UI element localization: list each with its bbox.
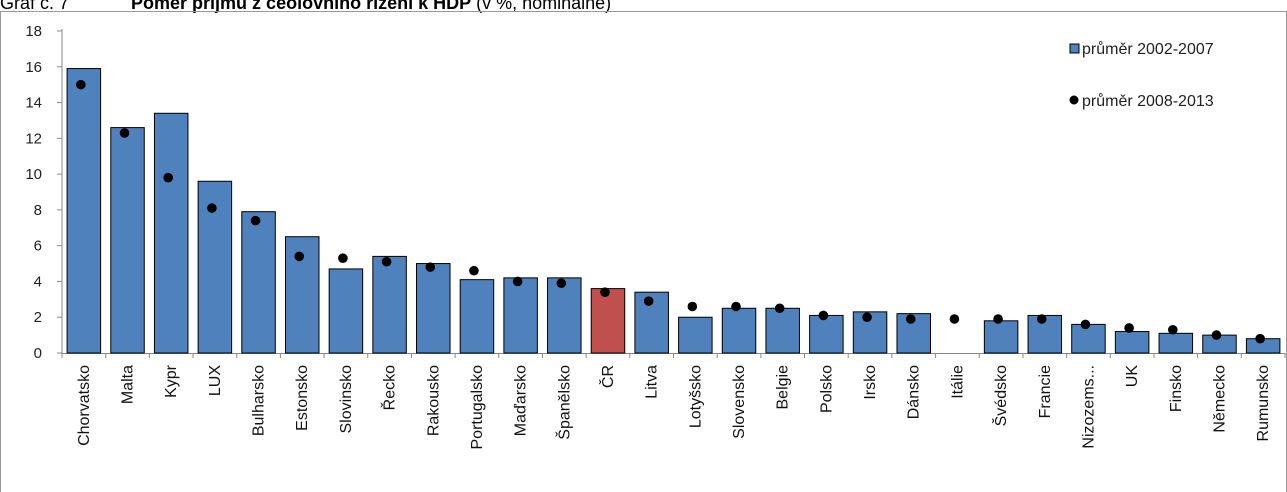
category-label-2: Kypr bbox=[163, 364, 180, 398]
marker-12 bbox=[600, 287, 610, 297]
category-label-9: Portugalsko bbox=[469, 365, 486, 450]
marker-7 bbox=[381, 256, 392, 267]
marker-14 bbox=[687, 301, 698, 312]
category-label-19: Dánsko bbox=[906, 365, 923, 419]
marker-27 bbox=[1255, 333, 1265, 344]
y-tick-label: 2 bbox=[34, 309, 42, 326]
y-tick-label: 8 bbox=[34, 202, 42, 219]
chart-number: Graf č. 7 bbox=[0, 0, 70, 13]
bar-9 bbox=[459, 279, 495, 354]
bar-21 bbox=[983, 320, 1019, 354]
category-label-0: Chorvatsko bbox=[76, 365, 93, 446]
bar-0 bbox=[66, 68, 102, 354]
category-label-15: Slovensko bbox=[731, 365, 748, 439]
category-label-11: Španělsko bbox=[554, 365, 573, 440]
chart-caption: Graf č. 7 Poměr příjmů z ceolovního řízen… bbox=[0, 0, 612, 13]
category-label-4: Bulharsko bbox=[251, 365, 268, 436]
category-label-27: Rumunsko bbox=[1255, 365, 1272, 442]
bar-11 bbox=[547, 277, 582, 354]
marker-20 bbox=[949, 314, 960, 324]
marker-24 bbox=[1124, 323, 1134, 333]
bar-16 bbox=[765, 307, 800, 354]
category-label-17: Polsko bbox=[818, 365, 835, 413]
marker-8 bbox=[425, 262, 436, 272]
bar-7 bbox=[372, 255, 407, 354]
bar-6 bbox=[328, 268, 364, 354]
marker-16 bbox=[774, 303, 785, 314]
legend-label-marker: průměr 2008-2013 bbox=[1082, 92, 1214, 110]
marker-5 bbox=[294, 251, 305, 262]
marker-19 bbox=[905, 314, 916, 324]
bar-12 bbox=[590, 288, 626, 354]
marker-17 bbox=[818, 310, 829, 321]
chart-unit: (v %, nominálně) bbox=[476, 0, 612, 13]
category-label-6: Slovinsko bbox=[338, 365, 355, 434]
marker-18 bbox=[862, 312, 872, 323]
marker-26 bbox=[1211, 330, 1222, 340]
category-label-21: Švédsko bbox=[991, 365, 1010, 426]
marker-1 bbox=[119, 128, 130, 138]
bar-1 bbox=[110, 127, 145, 354]
marker-25 bbox=[1168, 324, 1178, 335]
category-label-25: Finsko bbox=[1168, 365, 1185, 412]
bars bbox=[66, 68, 1281, 354]
legend-swatch-marker bbox=[1069, 95, 1079, 105]
category-label-1: Malta bbox=[120, 365, 137, 404]
bar-23 bbox=[1071, 323, 1106, 354]
marker-2 bbox=[163, 172, 173, 183]
y-tick-label: 0 bbox=[34, 345, 42, 362]
marker-22 bbox=[1036, 314, 1047, 324]
marker-15 bbox=[731, 301, 741, 312]
marker-23 bbox=[1080, 319, 1091, 330]
marker-21 bbox=[993, 314, 1003, 324]
legend-label-bar: průměr 2002-2007 bbox=[1082, 40, 1214, 58]
y-tick-label: 4 bbox=[34, 273, 42, 290]
category-label-22: Francie bbox=[1037, 365, 1054, 418]
category-label-20: Itálie bbox=[949, 365, 966, 399]
bar-15 bbox=[721, 307, 757, 354]
marker-3 bbox=[207, 203, 217, 213]
bar-24 bbox=[1114, 331, 1150, 354]
y-tick-label: 12 bbox=[25, 130, 42, 147]
chart-title: Poměr příjmů z ceolovního řízení k HDP bbox=[131, 0, 472, 13]
y-tick-label: 6 bbox=[34, 238, 42, 255]
category-label-26: Německo bbox=[1211, 365, 1228, 433]
legend: průměr 2002-2007 průměr 2008-2013 bbox=[1069, 40, 1214, 110]
bar-4 bbox=[241, 211, 276, 354]
category-labels: Chorvatsko Malta Kypr LUX Bulharsko Estonsko S… bbox=[76, 364, 1272, 449]
legend-swatch-bar bbox=[1069, 43, 1080, 54]
bar-10 bbox=[503, 277, 538, 354]
category-label-23: Nizozems... bbox=[1080, 365, 1097, 449]
category-label-7: Řecko bbox=[380, 365, 399, 410]
marker-4 bbox=[250, 215, 261, 226]
category-label-18: Irsko bbox=[862, 365, 879, 400]
category-label-5: Estonsko bbox=[294, 365, 311, 431]
y-tick-label: 18 bbox=[25, 23, 42, 40]
bar-2 bbox=[153, 112, 189, 354]
bar-25 bbox=[1158, 332, 1194, 354]
marker-0 bbox=[76, 79, 86, 90]
category-label-10: Maďarsko bbox=[513, 365, 530, 436]
category-label-14: Lotyšsko bbox=[687, 365, 704, 428]
marker-13 bbox=[643, 296, 654, 306]
category-label-13: Litva bbox=[644, 365, 661, 399]
category-label-16: Belgie bbox=[775, 365, 792, 410]
y-tick-label: 10 bbox=[25, 166, 42, 183]
category-label-12: ČR bbox=[598, 365, 617, 388]
y-tick-label: 14 bbox=[25, 95, 42, 112]
bar-14 bbox=[678, 316, 713, 354]
bar-8 bbox=[416, 263, 451, 354]
bar-17 bbox=[809, 314, 844, 354]
category-label-3: LUX bbox=[207, 365, 224, 396]
markers bbox=[76, 79, 1265, 344]
category-label-24: UK bbox=[1124, 365, 1141, 388]
category-label-8: Rakousko bbox=[425, 365, 442, 436]
marker-11 bbox=[556, 278, 567, 289]
marker-9 bbox=[469, 265, 479, 276]
y-tick-label: 16 bbox=[25, 59, 42, 76]
marker-10 bbox=[512, 276, 523, 287]
marker-6 bbox=[338, 253, 348, 263]
